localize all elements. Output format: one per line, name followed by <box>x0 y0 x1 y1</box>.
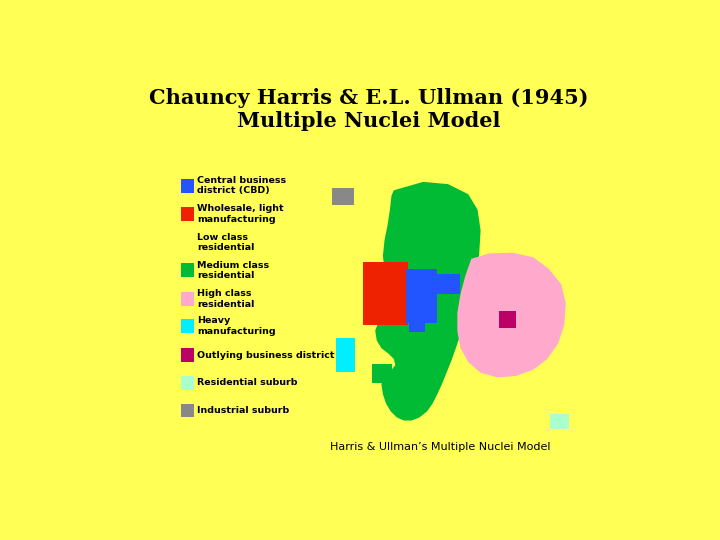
Text: Industrial suburb: Industrial suburb <box>197 406 289 415</box>
Bar <box>336 338 355 372</box>
Bar <box>181 376 194 390</box>
Bar <box>181 207 194 221</box>
Bar <box>436 274 461 294</box>
Text: Multiple Nuclei Model: Multiple Nuclei Model <box>238 111 500 131</box>
Bar <box>181 348 194 362</box>
Text: Central business
district (CBD): Central business district (CBD) <box>197 176 286 195</box>
Bar <box>181 319 194 333</box>
Bar <box>550 414 569 429</box>
Text: Low class
residential: Low class residential <box>197 233 254 252</box>
Text: Wholesale, light
manufacturing: Wholesale, light manufacturing <box>197 205 284 224</box>
Bar <box>181 179 194 193</box>
Text: Chauncy Harris & E.L. Ullman (1945): Chauncy Harris & E.L. Ullman (1945) <box>149 88 589 108</box>
Text: Heavy
manufacturing: Heavy manufacturing <box>197 316 276 335</box>
Bar <box>499 311 516 328</box>
Polygon shape <box>457 253 566 377</box>
Text: Harris & Ullman’s Multiple Nuclei Model: Harris & Ullman’s Multiple Nuclei Model <box>330 442 551 453</box>
Bar <box>363 262 408 325</box>
Bar <box>372 363 392 383</box>
Text: Medium class
residential: Medium class residential <box>197 261 269 280</box>
Bar <box>181 264 194 278</box>
Bar <box>332 188 354 205</box>
Text: Outlying business district: Outlying business district <box>197 350 335 360</box>
Text: High class
residential: High class residential <box>197 289 254 308</box>
Bar <box>409 321 425 332</box>
Bar <box>406 269 437 323</box>
Bar <box>181 292 194 306</box>
Text: Residential suburb: Residential suburb <box>197 379 297 387</box>
Polygon shape <box>375 182 481 421</box>
Bar <box>181 403 194 417</box>
